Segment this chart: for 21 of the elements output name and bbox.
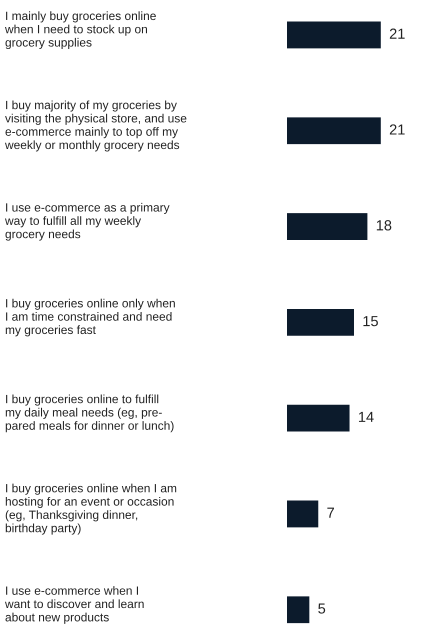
bar — [287, 308, 354, 336]
data-label: 14 — [358, 412, 374, 422]
y-tick-label: I buy groceries online to fulfill my daily meal needs (eg, pre- pared meals for dinner or lunch) — [6, 394, 174, 432]
data-label: 5 — [318, 603, 326, 614]
y-tick-label: I buy majority of my groceries by visiting the physical store, and use e-commerce mainly to top off my weekly or monthly grocery needs — [4, 100, 186, 152]
data-label: 18 — [376, 220, 392, 230]
data-label: 21 — [390, 28, 405, 39]
y-tick-label: I mainly buy groceries online when I need to stock up on grocery supplies — [4, 11, 156, 50]
y-tick-label: I use e-commerce when I want to discover and learn about new products — [4, 586, 144, 624]
y-tick-label: I use e-commerce as a primary way to fulfill all my weekly grocery needs — [4, 202, 170, 241]
y-tick-label: I buy groceries online when I am hosting for an event or occasion (eg, Thanksgiving dinner, birthday party) — [6, 484, 176, 535]
bar — [287, 404, 350, 432]
bar — [287, 596, 310, 624]
bar — [287, 117, 381, 144]
bar — [287, 22, 381, 48]
data-label: 15 — [363, 316, 378, 326]
data-label: 21 — [390, 124, 405, 135]
y-tick-label: I buy groceries online only when I am time constrained and need my groceries fast — [6, 298, 175, 336]
data-label: 7 — [327, 508, 334, 518]
bar — [287, 500, 318, 528]
bar — [287, 213, 368, 240]
